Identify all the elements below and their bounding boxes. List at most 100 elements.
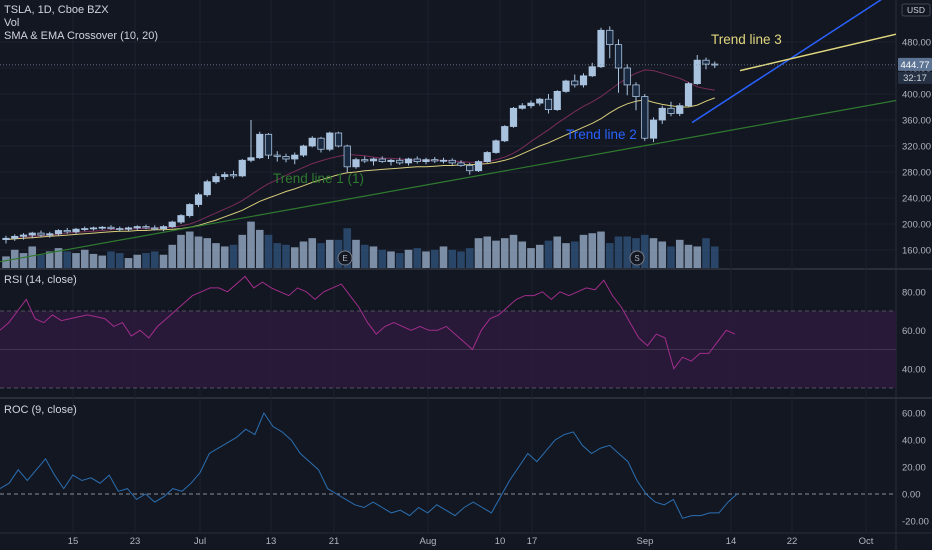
volume-bar [404, 249, 413, 268]
volume-bar [255, 229, 264, 268]
volume-bar [360, 244, 369, 268]
roc-pane[interactable] [0, 411, 896, 519]
date-tick-label: 21 [329, 536, 340, 547]
volume-bar [439, 246, 448, 268]
volume-bar [649, 238, 658, 268]
candle-body [658, 107, 666, 121]
candle-body [527, 102, 535, 107]
candle-body [623, 67, 631, 86]
rsi-pane[interactable] [0, 275, 896, 389]
candle-body [299, 145, 308, 156]
candle-body [544, 98, 553, 110]
volume-bar [308, 238, 317, 268]
candle-body [89, 227, 98, 230]
date-tick-label: 13 [266, 536, 277, 547]
date-tick-label: 10 [495, 536, 506, 547]
candle-body [142, 226, 150, 229]
volume-bar [124, 258, 133, 268]
candle-body [649, 119, 658, 139]
rsi-tick-label: 40.00 [902, 364, 926, 375]
currency-label: USD [907, 5, 925, 15]
candle-body [63, 230, 71, 233]
date-tick-label: 23 [130, 536, 141, 547]
candle-body [483, 152, 491, 162]
volume-bar [570, 241, 579, 268]
volume-bar [80, 249, 89, 268]
trend-line-1 [0, 99, 897, 263]
candle-body [431, 159, 439, 162]
candle-body [291, 154, 299, 160]
candle-body [247, 157, 255, 161]
volume-bar [54, 248, 63, 268]
candle-body [2, 237, 10, 241]
candle-body [378, 158, 386, 162]
volume-bar [395, 253, 404, 268]
roc-tick-label: 20.00 [902, 463, 926, 474]
candle-body [107, 226, 115, 229]
candle-body [168, 221, 176, 228]
candle-body [641, 96, 649, 139]
candle-body [28, 232, 36, 236]
volume-bar [282, 244, 290, 268]
price-tick-label: 280.00 [902, 168, 931, 179]
volume-bar [264, 234, 273, 268]
volume-bar [19, 253, 28, 268]
volume-bar [150, 251, 159, 268]
earnings-marker-label: E [342, 254, 347, 263]
volume-legend[interactable]: Vol [4, 17, 20, 29]
volume-bar [168, 244, 177, 268]
candle-body [562, 80, 570, 92]
candle-body [11, 235, 19, 239]
volume-bar [562, 243, 570, 268]
candle-body [553, 91, 561, 111]
volume-bar [220, 246, 229, 268]
rsi-tick-label: 60.00 [902, 326, 926, 337]
volume-bar [89, 253, 98, 268]
date-tick-label: Jul [194, 536, 206, 547]
candle-body [159, 226, 168, 229]
candle-body [264, 133, 273, 156]
volume-bar [457, 251, 465, 268]
candle-body [19, 234, 28, 237]
split-marker [629, 250, 645, 266]
volume-bar [693, 246, 702, 268]
volume-bar [500, 238, 509, 268]
price-tick-label: 320.00 [902, 142, 931, 153]
volume-bar [597, 231, 605, 268]
candle-body [676, 105, 684, 114]
ma-crossover-legend[interactable]: SMA & EMA Crossover (10, 20) [4, 30, 159, 42]
date-tick-label: 14 [726, 536, 737, 547]
candle-body [387, 159, 395, 163]
price-tick-label: 480.00 [902, 38, 931, 49]
candle-body [509, 107, 518, 127]
roc-legend[interactable]: ROC (9, close) [4, 404, 77, 416]
earnings-marker [337, 250, 353, 266]
candle-body [177, 215, 185, 223]
candle-body [116, 228, 124, 230]
candle-body [54, 230, 63, 235]
candle-body [37, 232, 45, 236]
date-tick-label: Sep [637, 536, 654, 547]
candle-body [212, 176, 220, 183]
rsi-legend[interactable]: RSI (14, close) [4, 274, 77, 286]
candle-body [632, 84, 640, 98]
candle-body [203, 181, 211, 196]
volume-bar [72, 253, 80, 268]
candle-body [343, 145, 351, 168]
volume-bar [448, 249, 457, 268]
trend-line-3-label: Trend line 3 [711, 32, 782, 47]
date-tick-label: 17 [527, 536, 538, 547]
volume-bar [667, 246, 675, 268]
date-tick-label: 15 [68, 536, 79, 547]
candle-body [492, 140, 500, 153]
volume-bar [640, 234, 649, 268]
candle-body [194, 194, 203, 205]
symbol-title[interactable]: TSLA, 1D, Cboe BZX [4, 4, 109, 16]
candle-body [404, 158, 413, 164]
volume-bar [518, 241, 527, 268]
candle-body [317, 137, 325, 150]
candle-body [221, 174, 229, 177]
volume-bar [115, 253, 124, 268]
price-pane[interactable] [0, 0, 897, 268]
